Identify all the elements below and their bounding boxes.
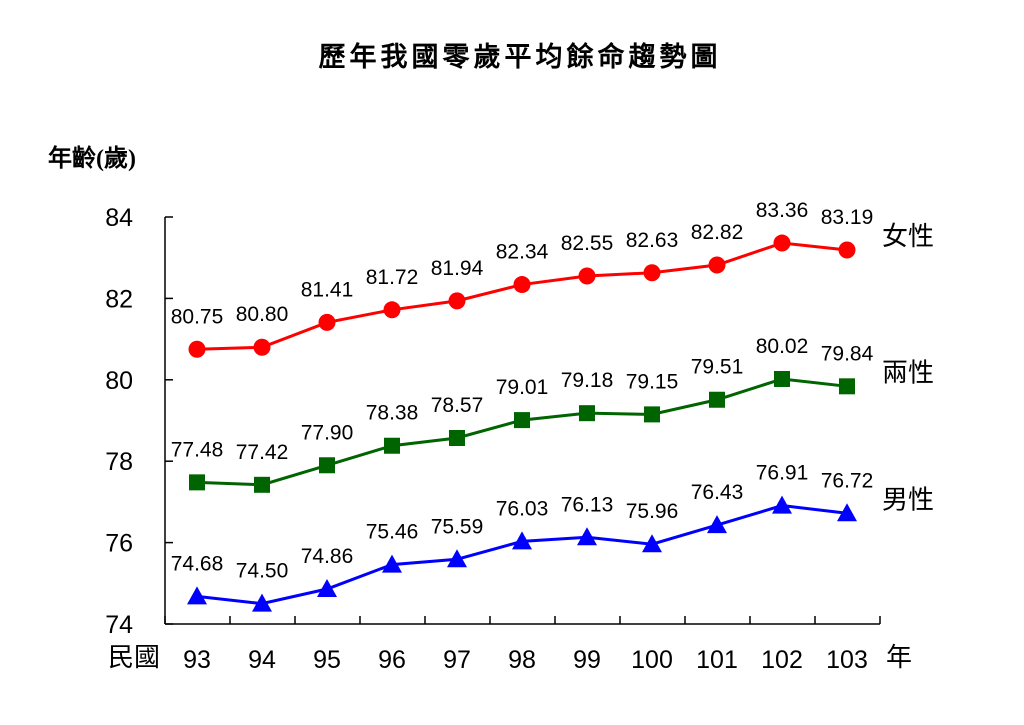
y-axis-label: 年齡(歲) (48, 144, 136, 172)
data-point-triangle (642, 534, 662, 553)
data-point-triangle (577, 527, 597, 546)
data-label: 76.43 (691, 481, 744, 504)
data-label: 74.68 (171, 552, 224, 575)
data-label: 80.75 (171, 305, 224, 328)
data-label: 77.90 (301, 421, 354, 444)
data-label: 76.91 (756, 462, 809, 485)
x-tick-label: 95 (313, 646, 341, 674)
series-name-label: 兩性 (882, 358, 934, 387)
data-point-triangle (512, 531, 532, 550)
data-label: 74.86 (301, 545, 354, 568)
data-label: 75.59 (431, 515, 484, 538)
series-name-label: 女性 (882, 222, 934, 251)
data-point-triangle (317, 578, 337, 597)
data-point-circle (838, 241, 856, 259)
data-label: 82.63 (626, 229, 679, 252)
data-point-square (839, 378, 855, 395)
data-label: 81.41 (301, 278, 354, 301)
data-label: 82.82 (691, 221, 744, 244)
data-label: 77.48 (171, 438, 224, 461)
x-tick-label: 101 (696, 646, 738, 674)
data-label: 76.13 (561, 493, 614, 516)
x-tick-label: 100 (631, 646, 673, 674)
data-label: 83.36 (756, 199, 809, 222)
y-tick-label: 80 (105, 367, 133, 395)
axes: 74 76 78 80 82 84 93 94 95 96 97 98 99 100 101 102 103 (105, 204, 881, 674)
x-axis-prefix: 民國 (108, 643, 160, 672)
data-point-circle (383, 301, 401, 319)
data-point-circle (318, 313, 336, 331)
data-point-square (709, 391, 725, 408)
data-label: 79.84 (821, 342, 874, 365)
data-point-triangle (772, 495, 792, 514)
data-label: 79.51 (691, 356, 744, 379)
y-tick-label: 74 (105, 611, 133, 639)
data-point-circle (578, 267, 596, 285)
x-tick-label: 94 (248, 646, 276, 674)
data-point-triangle (447, 549, 467, 568)
data-point-triangle (837, 503, 857, 522)
data-label: 74.50 (236, 560, 289, 583)
data-point-circle (513, 276, 531, 294)
data-label: 81.72 (366, 266, 419, 289)
x-tick-label: 99 (573, 646, 601, 674)
data-point-square (644, 406, 660, 423)
x-tick-label: 98 (508, 646, 536, 674)
data-point-circle (708, 256, 726, 274)
data-point-square (449, 430, 465, 447)
series-2: 77.48 77.42 77.90 78.38 78.57 79.01 79.18 79.15… (171, 335, 934, 493)
data-point-circle (643, 264, 661, 282)
data-point-square (319, 457, 335, 474)
y-tick-label: 76 (105, 530, 133, 558)
data-label: 78.57 (431, 394, 484, 417)
x-axis-suffix: 年 (886, 643, 912, 672)
data-label: 80.80 (236, 303, 289, 326)
data-label: 82.34 (496, 241, 549, 264)
data-label: 78.38 (366, 402, 419, 425)
data-point-circle (773, 234, 791, 252)
data-label: 75.96 (626, 500, 679, 523)
data-point-triangle (382, 554, 402, 573)
data-label: 77.42 (236, 441, 289, 464)
y-tick-label: 78 (105, 448, 133, 476)
data-label: 83.19 (821, 206, 874, 229)
series-3: 74.68 74.50 74.86 75.46 75.59 76.03 76.13 75.96… (171, 462, 934, 612)
data-point-circle (188, 340, 206, 358)
data-label: 79.01 (496, 376, 549, 399)
series-layer: 80.75 80.80 81.41 81.72 81.94 82.34 82.55 82.63… (171, 199, 934, 612)
data-point-triangle (187, 586, 207, 605)
data-point-triangle (252, 593, 272, 612)
y-tick-label: 82 (105, 285, 133, 313)
x-tick-label: 102 (761, 646, 803, 674)
data-label: 81.94 (431, 257, 484, 280)
data-point-square (384, 437, 400, 454)
data-label: 75.46 (366, 521, 419, 544)
x-tick-label: 97 (443, 646, 471, 674)
data-label: 76.03 (496, 497, 549, 520)
data-point-square (774, 370, 790, 387)
data-point-circle (448, 292, 466, 310)
series-name-label: 男性 (882, 485, 934, 514)
x-tick-label: 96 (378, 646, 406, 674)
data-label: 79.15 (626, 370, 679, 393)
data-label: 79.18 (561, 369, 614, 392)
data-point-triangle (707, 515, 727, 534)
data-point-square (514, 412, 530, 429)
data-point-square (579, 405, 595, 422)
chart-title: 歷年我國零歲平均餘命趨勢圖 (319, 41, 722, 72)
y-tick-label: 84 (105, 204, 133, 232)
x-tick-label: 103 (826, 646, 868, 674)
data-point-circle (253, 338, 271, 356)
series-1: 80.75 80.80 81.41 81.72 81.94 82.34 82.55 82.63… (171, 199, 934, 358)
data-point-square (254, 476, 270, 493)
x-tick-label: 93 (183, 646, 211, 674)
data-label: 76.72 (821, 469, 874, 492)
data-label: 80.02 (756, 335, 809, 358)
data-label: 82.55 (561, 232, 614, 255)
data-point-square (189, 474, 205, 491)
